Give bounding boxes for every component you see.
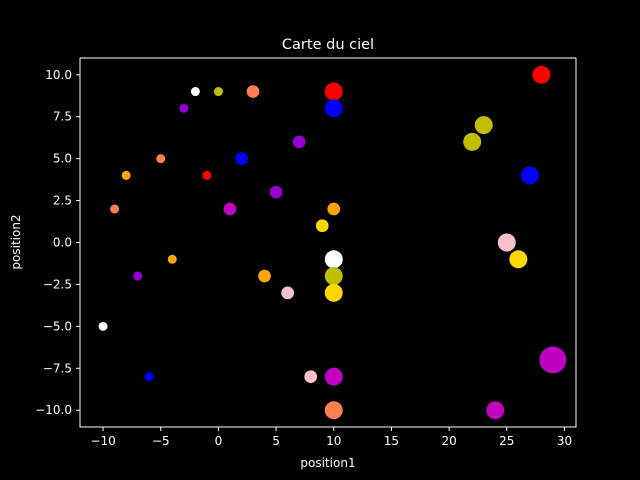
- y-tick-label: 10.0: [45, 68, 72, 82]
- y-tick-label: −7.5: [43, 361, 72, 375]
- x-tick-label: 15: [384, 434, 399, 448]
- data-point-12: [235, 152, 248, 165]
- x-tick-label: −10: [90, 434, 115, 448]
- data-point-16: [281, 286, 294, 300]
- x-tick-label: 5: [272, 434, 280, 448]
- data-point-34: [532, 65, 551, 84]
- y-tick-label: −10.0: [35, 403, 72, 417]
- data-point-0: [98, 321, 108, 331]
- data-point-26: [324, 367, 343, 386]
- data-point-32: [509, 250, 528, 269]
- y-tick-label: 5.0: [53, 152, 72, 166]
- data-point-17: [292, 135, 306, 149]
- y-tick-label: −5.0: [43, 319, 72, 333]
- y-tick-label: −2.5: [43, 277, 72, 291]
- x-tick-label: −5: [152, 434, 170, 448]
- x-axis-label: position1: [300, 456, 355, 470]
- data-point-2: [121, 170, 131, 180]
- data-point-30: [486, 401, 505, 420]
- data-point-19: [315, 219, 329, 233]
- data-point-22: [324, 99, 343, 118]
- chart-title: Carte du ciel: [282, 37, 374, 53]
- data-point-29: [474, 116, 493, 135]
- points-layer: [98, 65, 567, 420]
- x-tick-label: 20: [441, 434, 456, 448]
- data-point-33: [520, 166, 539, 185]
- data-point-10: [213, 87, 223, 97]
- data-point-31: [497, 233, 516, 252]
- data-point-24: [324, 267, 343, 286]
- data-point-27: [324, 401, 343, 420]
- y-tick-label: 0.0: [53, 236, 72, 250]
- data-point-28: [463, 132, 482, 151]
- y-tick-label: 2.5: [53, 194, 72, 208]
- data-point-7: [179, 103, 189, 113]
- data-point-23: [324, 250, 343, 269]
- data-point-35: [539, 346, 567, 374]
- data-point-6: [167, 254, 177, 264]
- data-point-9: [202, 170, 212, 180]
- data-point-4: [144, 372, 154, 382]
- x-axis: −10 −5 0 5 10 15 20 25 30: [90, 427, 572, 448]
- y-tick-label: 7.5: [53, 110, 72, 124]
- x-tick-label: 30: [557, 434, 572, 448]
- data-point-18: [304, 370, 318, 384]
- x-tick-label: 0: [215, 434, 223, 448]
- data-point-8: [190, 87, 200, 97]
- x-tick-label: 25: [499, 434, 514, 448]
- data-point-21: [324, 82, 343, 101]
- y-axis-label: position2: [9, 214, 23, 269]
- data-point-13: [246, 85, 260, 98]
- y-axis: −10.0 −7.5 −5.0 −2.5 0.0 2.5 5.0 7.5 10.0: [35, 68, 80, 417]
- data-point-20: [327, 202, 341, 216]
- x-tick-label: 10: [326, 434, 341, 448]
- data-point-15: [269, 185, 283, 199]
- data-point-11: [223, 202, 237, 216]
- data-point-5: [156, 154, 166, 164]
- data-point-1: [110, 204, 120, 214]
- data-point-3: [133, 271, 143, 281]
- data-point-25: [324, 283, 343, 302]
- data-point-14: [258, 269, 271, 283]
